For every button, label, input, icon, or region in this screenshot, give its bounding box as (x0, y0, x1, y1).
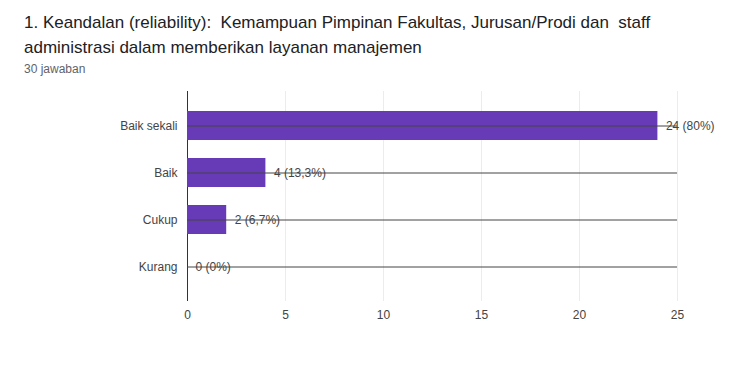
svg-text:4 (13,3%): 4 (13,3%) (274, 166, 326, 180)
svg-text:24 (80%): 24 (80%) (666, 119, 715, 133)
svg-text:5: 5 (282, 308, 289, 322)
svg-text:10: 10 (377, 308, 391, 322)
svg-text:Kurang: Kurang (139, 260, 178, 274)
svg-text:15: 15 (475, 308, 489, 322)
svg-text:Baik sekali: Baik sekali (120, 119, 177, 133)
svg-text:2 (6,7%): 2 (6,7%) (235, 213, 280, 227)
svg-text:25: 25 (671, 308, 685, 322)
svg-text:0 (0%): 0 (0%) (196, 260, 231, 274)
html-text:30 jawaban: 30 jawaban (24, 62, 86, 76)
svg-text:Cukup: Cukup (143, 213, 178, 227)
svg-text:0: 0 (184, 308, 191, 322)
svg-text:Baik: Baik (154, 166, 178, 180)
html-text:1. Keandalan (reliability): Ke: 1. Keandalan (reliability): Kemampuan Pi… (24, 13, 655, 57)
svg-text:20: 20 (573, 308, 587, 322)
